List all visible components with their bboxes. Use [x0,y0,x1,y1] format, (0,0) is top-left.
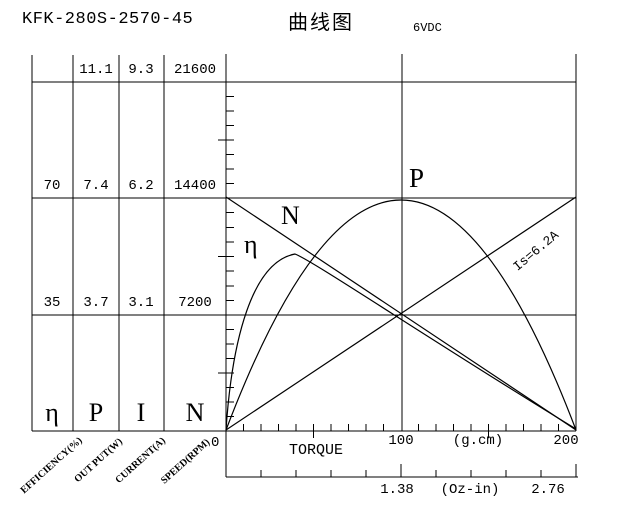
x-axis-tick-200: 200 [553,433,579,449]
table-cell-p-3.7: 3.7 [83,295,109,311]
series-efficiency-curve [225,253,577,431]
curve-label-speed: N [281,201,300,230]
page-title: 曲线图 [288,12,354,34]
column-symbol-eta: η [45,398,59,427]
voltage-label: 6VDC [413,21,442,35]
table-cell-i-9.3: 9.3 [128,62,154,78]
table-cell-eta-35: 35 [43,295,61,311]
column-symbol-n: N [185,398,205,427]
model-number: KFK-280S-2570-45 [22,10,194,29]
x-axis-unit-gcm: (g.cm) [452,433,504,449]
x-axis-title: TORQUE [288,442,344,459]
table-cell-p-11.1: 11.1 [79,62,113,78]
series-current-line [225,196,577,431]
table-cell-n-14400: 14400 [173,178,217,194]
table-cell-i-6.2: 6.2 [128,178,154,194]
column-symbol-i: I [136,398,146,427]
x-axis-origin-label: 0 [211,435,220,451]
table-cell-n-21600: 21600 [173,62,217,78]
table-cell-p-7.4: 7.4 [83,178,109,194]
table-cell-eta-70: 70 [43,178,61,194]
curve-label-efficiency: η [244,230,258,259]
table-cell-i-3.1: 3.1 [128,295,154,311]
curve-label-power: P [409,163,425,193]
x2-axis-tick-2.76: 2.76 [531,482,565,498]
table-cell-n-7200: 7200 [178,295,212,311]
x-axis-tick-100: 100 [388,433,414,449]
x2-axis-unit-ozin: (Oz-in) [440,482,500,498]
column-symbol-p: P [88,398,104,427]
series-power-curve [225,199,577,431]
x2-axis-tick-1.38: 1.38 [380,482,414,498]
